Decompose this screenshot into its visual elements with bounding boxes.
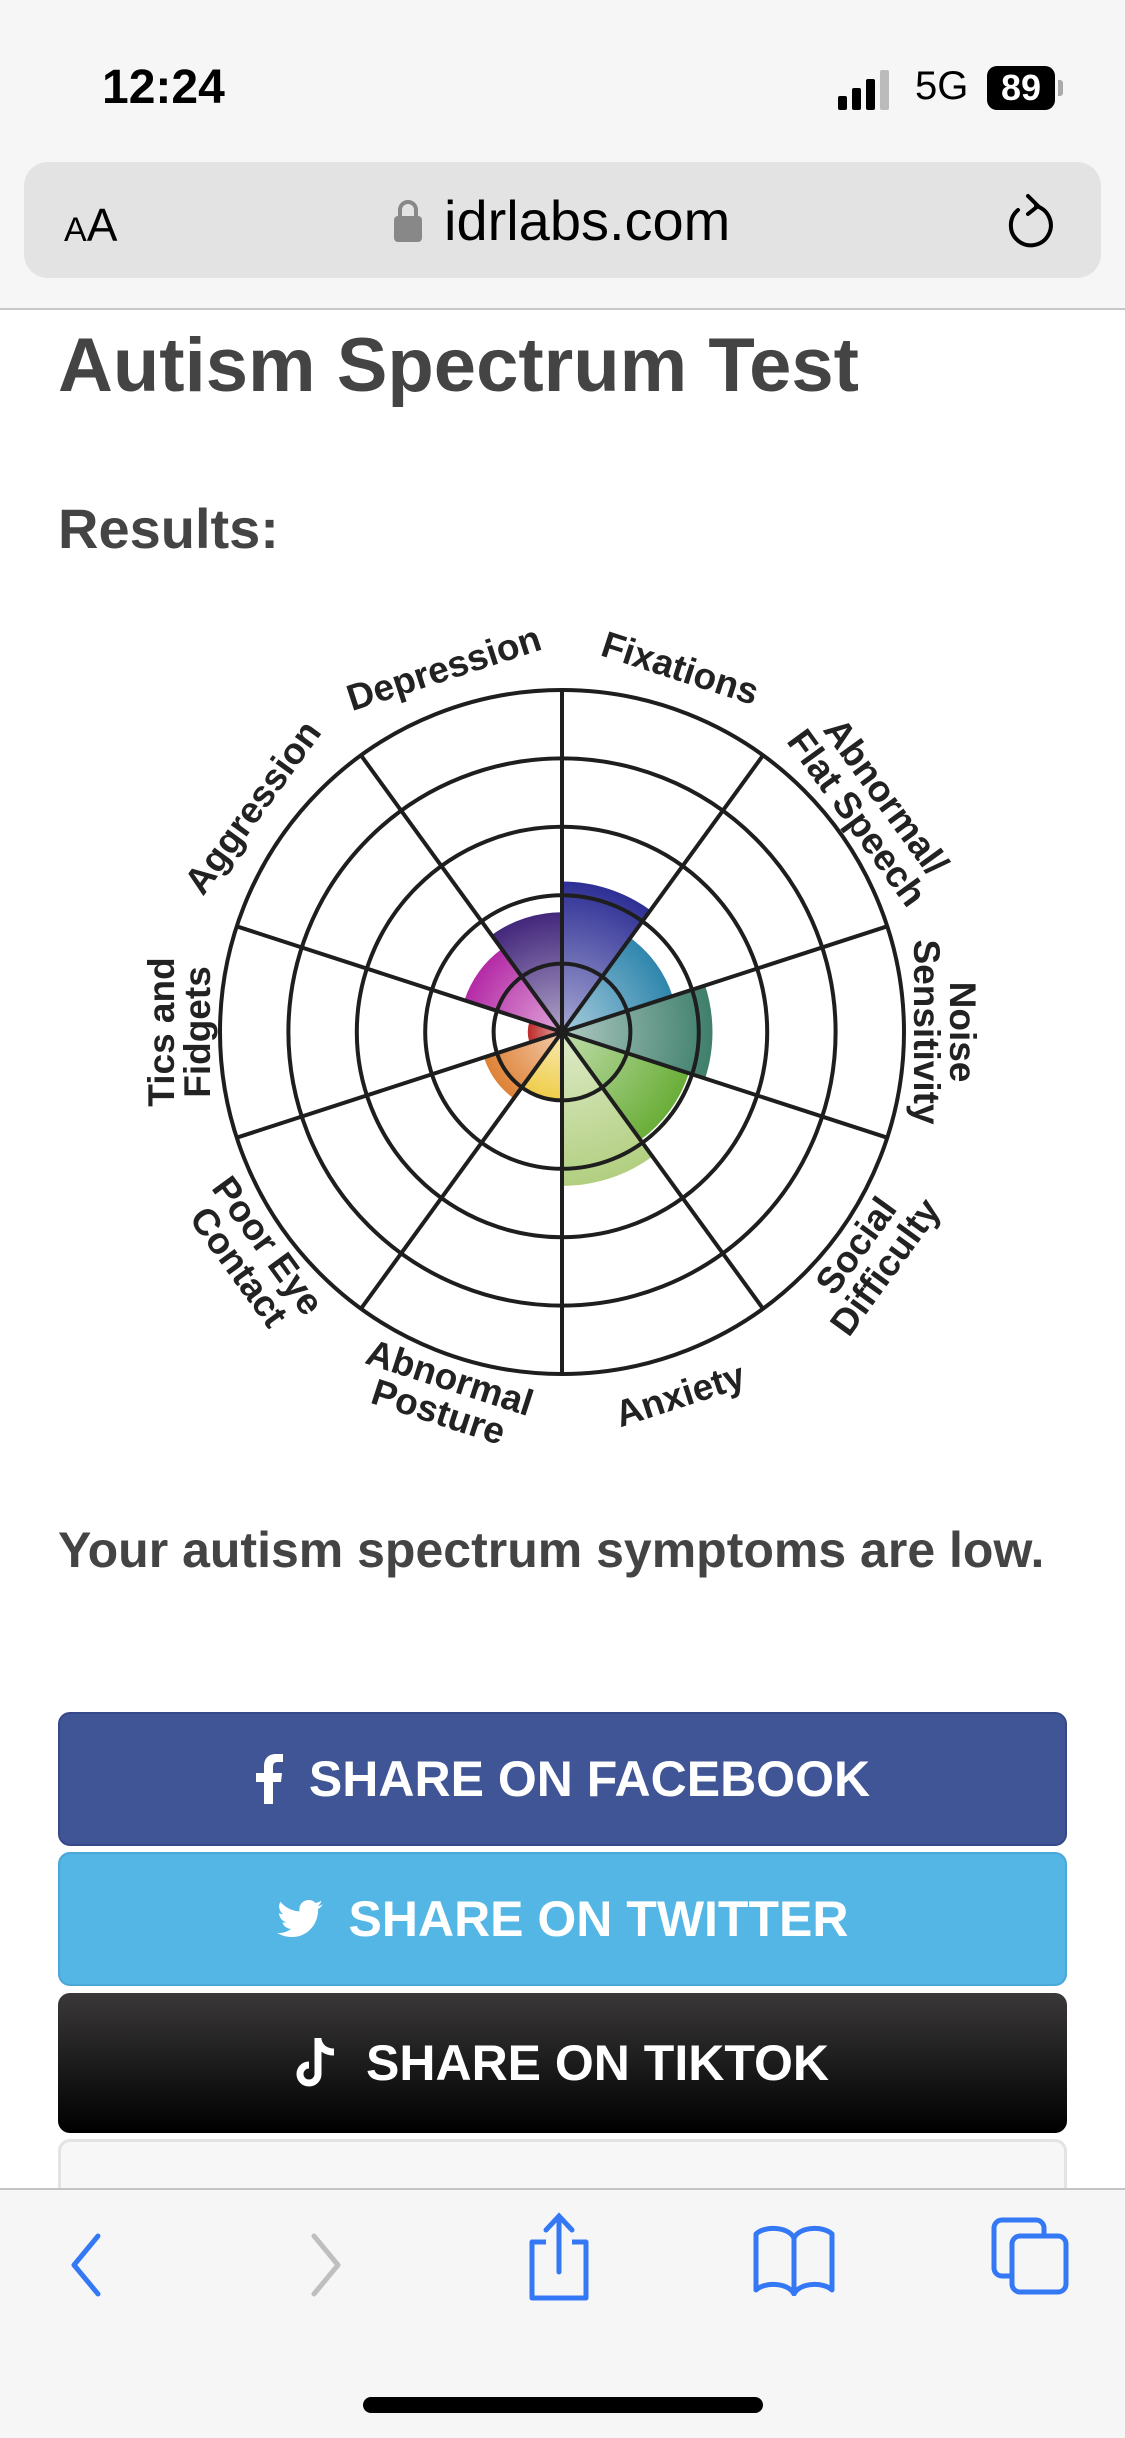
share-facebook-button[interactable]: SHARE ON FACEBOOK	[58, 1712, 1067, 1846]
reload-icon[interactable]	[1002, 192, 1058, 252]
grid-spoke	[561, 1030, 888, 1140]
grid-spoke	[561, 924, 888, 1034]
axis-label-line: Noise	[942, 982, 983, 1083]
back-icon[interactable]	[66, 2230, 106, 2300]
axis-label: Poor EyeContact	[175, 1169, 332, 1344]
text-size-icon[interactable]: AA	[64, 199, 118, 251]
browser-toolbar	[0, 2188, 1125, 2438]
share-twitter-label: SHARE ON TWITTER	[348, 1891, 849, 1947]
axis-label: AbnormalPosture	[350, 1332, 538, 1459]
axis-label: Tics andFidgets	[141, 957, 218, 1106]
axis-label-line: Sensitivity	[906, 939, 947, 1124]
results-heading: Results:	[58, 497, 279, 560]
axis-label-line: Fidgets	[177, 966, 218, 1098]
grid-spoke	[560, 1030, 765, 1310]
share-tiktok-button[interactable]: SHARE ON TIKTOK	[58, 1993, 1067, 2133]
tiktok-icon	[296, 2038, 335, 2087]
result-summary: Your autism spectrum symptoms are low.	[58, 1522, 1045, 1578]
grid-spoke	[359, 754, 564, 1034]
sector-noise-sensitivity	[562, 985, 713, 1079]
battery-icon: 89	[987, 66, 1055, 110]
sector-poor-eye-contact	[483, 1032, 562, 1099]
share-tiktok-label: SHARE ON TIKTOK	[366, 2035, 829, 2091]
grid-spoke	[236, 1030, 563, 1140]
status-bar: 12:24 5G 89 AA idrlabs.com	[0, 0, 1125, 310]
share-icon[interactable]	[524, 2212, 594, 2302]
grid-spoke	[359, 1030, 564, 1310]
page-title: Autism Spectrum Test	[58, 323, 859, 408]
lock-icon	[394, 200, 422, 242]
bookmarks-icon[interactable]	[752, 2224, 836, 2296]
axis-label-line: Depression	[342, 618, 546, 719]
sector-aggression	[464, 948, 562, 1032]
sector-abnormal-flat-speech	[562, 937, 673, 1032]
sector-anxiety	[562, 1032, 653, 1186]
sector-social-difficulty	[562, 1032, 689, 1140]
share-facebook-label: SHARE ON FACEBOOK	[308, 1751, 871, 1807]
clock: 12:24	[102, 61, 225, 114]
home-indicator[interactable]	[363, 2397, 763, 2413]
axis-label: Depression	[342, 618, 546, 719]
sector-tics-and-fidgets	[527, 1021, 562, 1043]
signal-icon	[838, 70, 889, 110]
axis-label: SocialDifficulty	[793, 1169, 949, 1343]
axis-label: Fixations	[597, 624, 764, 713]
network-type: 5G	[915, 64, 969, 108]
forward-icon[interactable]	[306, 2230, 346, 2300]
axis-label-line: Tics and	[141, 957, 182, 1106]
facebook-icon	[255, 1754, 283, 1804]
grid-spoke	[560, 754, 765, 1034]
battery-tip	[1058, 80, 1063, 96]
sector-fixations	[562, 881, 651, 1032]
share-twitter-button[interactable]: SHARE ON TWITTER	[58, 1852, 1067, 1986]
url-text[interactable]: idrlabs.com	[444, 189, 731, 252]
axis-label-line: Fixations	[597, 624, 764, 713]
axis-label: NoiseSensitivity	[906, 939, 983, 1124]
address-bar[interactable]: AA idrlabs.com	[24, 162, 1101, 278]
tabs-icon[interactable]	[990, 2216, 1070, 2296]
twitter-icon	[276, 1900, 323, 1938]
grid-spoke	[236, 924, 563, 1034]
